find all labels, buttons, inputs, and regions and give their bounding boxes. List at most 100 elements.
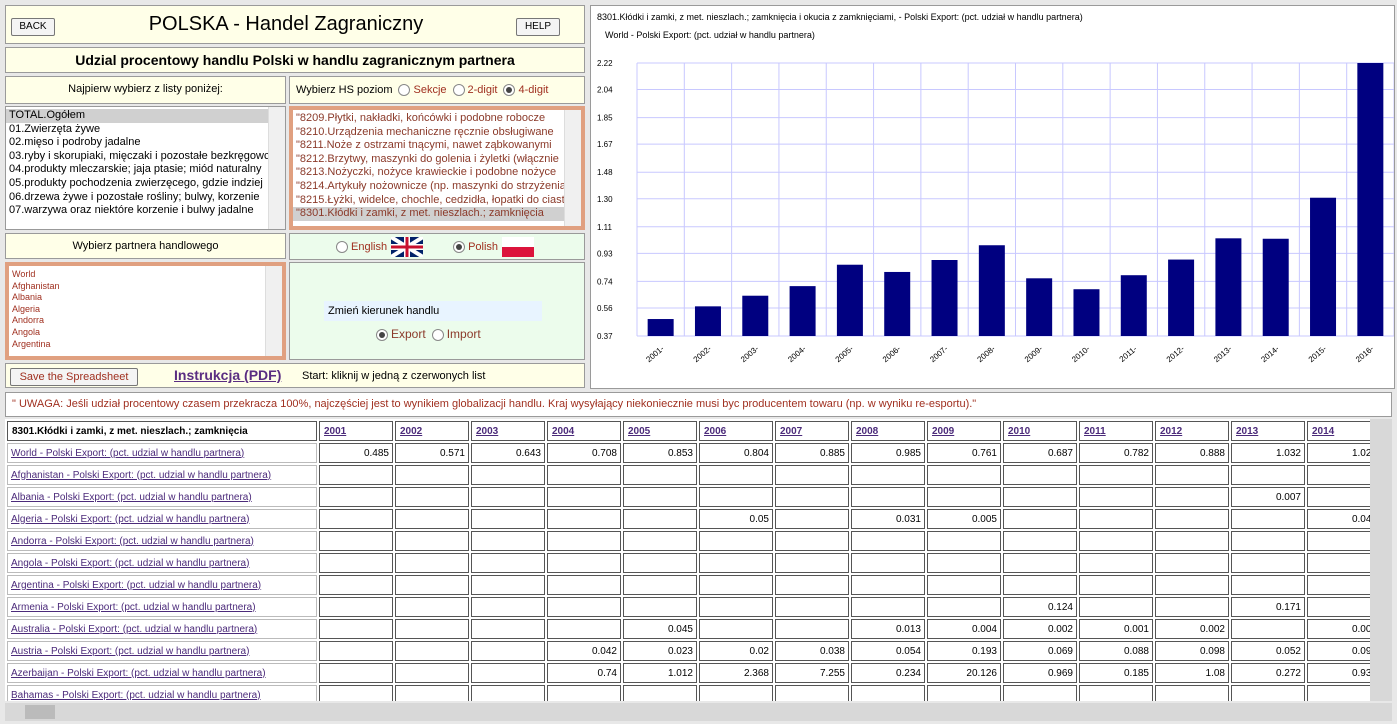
table-row: Armenia - Polski Export: (pct. udzial w … — [7, 597, 1370, 617]
year-link[interactable]: 2014 — [1312, 425, 1335, 437]
table-cell — [851, 553, 925, 573]
row-link[interactable]: Armenia - Polski Export: (pct. udzial w … — [11, 601, 256, 613]
row-link[interactable]: World - Polski Export: (pct. udzial w ha… — [11, 447, 245, 459]
bar — [1168, 259, 1195, 336]
header-box: BACK POLSKA - Handel Zagraniczny HELP — [5, 5, 585, 44]
bar — [978, 245, 1005, 336]
table-cell: 0.042 — [547, 641, 621, 661]
list-item[interactable]: 02.mięso i podroby jadalne — [9, 136, 141, 149]
list-item[interactable]: Angola — [12, 326, 41, 337]
row-link[interactable]: Angola - Polski Export: (pct. udzial w h… — [11, 557, 250, 569]
list-item[interactable]: Albania — [12, 292, 43, 303]
row-link[interactable]: Austria - Polski Export: (pct. udzial w … — [11, 645, 250, 657]
table-row: Azerbaijan - Polski Export: (pct. udzial… — [7, 663, 1370, 683]
table-cell — [471, 531, 545, 551]
list-item[interactable]: 04.produkty mleczarskie; jaja ptasie; mi… — [9, 163, 262, 176]
row-link[interactable]: Andorra - Polski Export: (pct. udzial w … — [11, 535, 254, 547]
year-link[interactable]: 2010 — [1008, 425, 1031, 437]
radio-button[interactable] — [503, 84, 516, 97]
x-tick-label: 2012- — [1165, 344, 1187, 364]
table-cell — [1003, 509, 1077, 529]
radio-button[interactable] — [336, 241, 348, 254]
row-link[interactable]: Albania - Polski Export: (pct. udzial w … — [11, 491, 252, 503]
table-cell — [699, 597, 773, 617]
horizontal-scrollbar[interactable] — [5, 703, 1392, 721]
table-cell — [547, 465, 621, 485]
row-label: Armenia - Polski Export: (pct. udzial w … — [7, 597, 317, 617]
x-tick-label: 2010- — [1070, 344, 1092, 364]
products-list[interactable]: TOTAL.Ogółem 01.Zwierzęta żywe 02.mięso i … — [5, 106, 286, 230]
table-cell — [395, 641, 469, 661]
list-item[interactable]: "8211.Noże z ostrzami tnącymi, nawet ząb… — [296, 139, 552, 152]
scrollbar[interactable] — [265, 266, 282, 356]
list-item[interactable]: 03.ryby i skorupiaki, mięczaki i pozosta… — [9, 149, 268, 162]
scrollbar[interactable] — [564, 110, 581, 226]
year-link[interactable]: 2005 — [628, 425, 651, 437]
year-link[interactable]: 2011 — [1084, 425, 1106, 437]
year-link[interactable]: 2001 — [324, 425, 347, 437]
hs-list[interactable]: "8209.Płytki, nakładki, końcówki i podob… — [289, 106, 585, 230]
list-item[interactable]: 06.drzewa żywe i pozostałe rośliny; bulw… — [9, 190, 260, 203]
manual-link[interactable]: Instrukcja (PDF) — [174, 367, 282, 383]
save-button[interactable]: Save the Spreadsheet — [10, 368, 138, 386]
radio-label: Polish — [468, 241, 499, 253]
partners-list[interactable]: World Afghanistan Albania Algeria Andorra Ang… — [5, 262, 286, 360]
list-item[interactable]: "8214.Artykuły nożownicze (np. maszynki … — [296, 179, 564, 192]
row-link[interactable]: Afghanistan - Polski Export: (pct. udzia… — [11, 469, 272, 481]
table-cell: 7.255 — [775, 663, 849, 683]
table-cell — [1003, 575, 1077, 595]
table-cell — [623, 553, 697, 573]
row-link[interactable]: Argentina - Polski Export: (pct. udzial … — [11, 579, 262, 591]
list-item[interactable]: 07.warzywa oraz niektóre korzenie i bulw… — [9, 204, 254, 217]
year-link[interactable]: 2013 — [1236, 425, 1259, 437]
list-item[interactable]: "8213.Nożyczki, nożyce krawieckie i podo… — [296, 166, 557, 179]
row-link[interactable]: Azerbaijan - Polski Export: (pct. udzial… — [11, 667, 266, 679]
year-link[interactable]: 2012 — [1160, 425, 1183, 437]
table-cell — [775, 465, 849, 485]
list-item[interactable]: "8215.Łyżki, widelce, chochle, cedzidła,… — [296, 193, 564, 206]
list-item[interactable]: TOTAL.Ogółem — [6, 109, 268, 123]
year-link[interactable]: 2004 — [552, 425, 575, 437]
scroll-thumb[interactable] — [25, 705, 55, 719]
list-item[interactable]: "8210.Urządzenia mechaniczne ręcznie obs… — [296, 125, 554, 138]
footer-row: Save the Spreadsheet Instrukcja (PDF) St… — [5, 363, 585, 388]
radio-button[interactable] — [431, 328, 444, 341]
year-link[interactable]: 2002 — [400, 425, 423, 437]
table-cell: 0.001 — [1079, 619, 1153, 639]
table-cell: 0.571 — [395, 443, 469, 463]
table-cell — [1079, 465, 1153, 485]
list-item[interactable]: World — [12, 269, 36, 279]
row-link[interactable]: Algeria - Polski Export: (pct. udzial w … — [11, 513, 250, 525]
direction-options: Export Import — [370, 327, 481, 341]
radio-button[interactable] — [453, 241, 466, 254]
help-button[interactable]: HELP — [516, 18, 560, 36]
vertical-scrollbar[interactable] — [1370, 419, 1392, 701]
row-link[interactable]: Australia - Polski Export: (pct. udzial … — [11, 623, 258, 635]
list-item[interactable]: "8212.Brzytwy, maszynki do golenia i żyl… — [296, 152, 559, 165]
year-link[interactable]: 2003 — [476, 425, 499, 437]
list-item[interactable]: Andorra — [12, 315, 45, 326]
list-item[interactable]: 05.produkty pochodzenia zwierzęcego, gdz… — [9, 176, 263, 189]
list-item[interactable]: 01.Zwierzęta żywe — [9, 122, 101, 135]
back-button[interactable]: BACK — [11, 18, 55, 36]
year-link[interactable]: 2008 — [856, 425, 879, 437]
list-item[interactable]: Argentina — [12, 338, 51, 349]
list-item[interactable]: "8209.Płytki, nakładki, końcówki i podob… — [296, 112, 546, 124]
radio-button[interactable] — [398, 84, 411, 97]
list-item[interactable]: Algeria — [12, 303, 41, 314]
y-tick-label: 1.85 — [597, 114, 613, 123]
radio-label: Sekcje — [413, 84, 447, 96]
year-link[interactable]: 2009 — [932, 425, 955, 437]
row-link[interactable]: Bahamas - Polski Export: (pct. udzial w … — [11, 689, 261, 701]
year-link[interactable]: 2006 — [704, 425, 727, 437]
table-row: World - Polski Export: (pct. udzial w ha… — [7, 443, 1370, 463]
list-item[interactable]: "8301.Kłódki i zamki, z met. nieszlach.;… — [293, 207, 564, 221]
radio-button[interactable] — [376, 328, 388, 341]
bar — [884, 271, 911, 336]
table-row: Andorra - Polski Export: (pct. udzial w … — [7, 531, 1370, 551]
radio-button[interactable] — [452, 84, 465, 97]
year-link[interactable]: 2007 — [780, 425, 803, 437]
scrollbar[interactable] — [268, 107, 285, 229]
list-item[interactable]: Afghanistan — [12, 280, 60, 291]
bar — [1262, 238, 1289, 336]
